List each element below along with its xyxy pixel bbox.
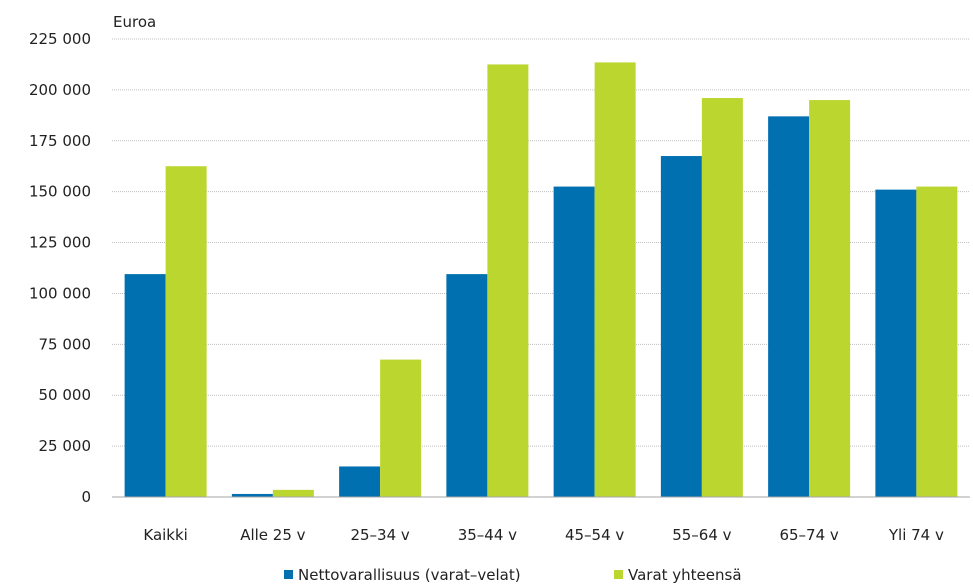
bar-nettovarallisuus [768,116,810,498]
legend: Nettovarallisuus (varat–velat) Varat yhte… [284,566,742,584]
bar-nettovarallisuus [339,466,381,497]
y-tick-label: 175 000 [29,132,91,150]
x-tick-label: Kaikki [143,526,187,544]
x-tick-label: 45–54 v [565,526,624,544]
x-tick-label: 35–44 v [458,526,517,544]
y-tick-label: 200 000 [29,81,91,99]
bar-nettovarallisuus [875,189,917,497]
bar-varat-yhteensa [380,359,422,497]
y-axis-label: Euroa [113,13,156,31]
y-tick-label: 100 000 [29,284,91,302]
y-tick-label: 125 000 [29,234,91,252]
y-tick-label: 75 000 [39,335,92,353]
y-tick-label: 0 [81,488,91,506]
bar-varat-yhteensa [165,166,207,497]
bar-varat-yhteensa [487,64,529,497]
bar-nettovarallisuus [446,274,488,497]
y-tick-label: 25 000 [39,437,92,455]
bars [124,62,958,498]
y-axis-tick-labels: 0 25 000 50 000 75 000 100 000 125 000 150 000… [29,30,91,506]
bar-varat-yhteensa [916,186,958,498]
legend-swatch [284,570,293,579]
x-tick-label: Alle 25 v [240,526,305,544]
bar-nettovarallisuus [660,156,702,498]
x-tick-label: Yli 74 v [888,526,944,544]
bar-varat-yhteensa [272,489,314,497]
y-tick-label: 50 000 [39,386,92,404]
bar-nettovarallisuus [124,274,166,497]
bar-varat-yhteensa [594,62,636,498]
bar-nettovarallisuus [553,186,595,498]
x-tick-label: 55–64 v [672,526,731,544]
legend-label: Varat yhteensä [628,566,742,584]
x-tick-label: 25–34 v [350,526,409,544]
legend-swatch [614,570,623,579]
bar-nettovarallisuus [231,493,273,497]
y-tick-label: 225 000 [29,30,91,48]
legend-label: Nettovarallisuus (varat–velat) [298,566,521,584]
y-tick-label: 150 000 [29,183,91,201]
bar-varat-yhteensa [701,98,743,497]
bar-varat-yhteensa [809,100,851,498]
x-tick-label: 65–74 v [779,526,838,544]
x-axis-tick-labels: Kaikki Alle 25 v 25–34 v 35–44 v 45–54 v 55–6… [143,526,944,544]
gridlines [112,38,970,447]
